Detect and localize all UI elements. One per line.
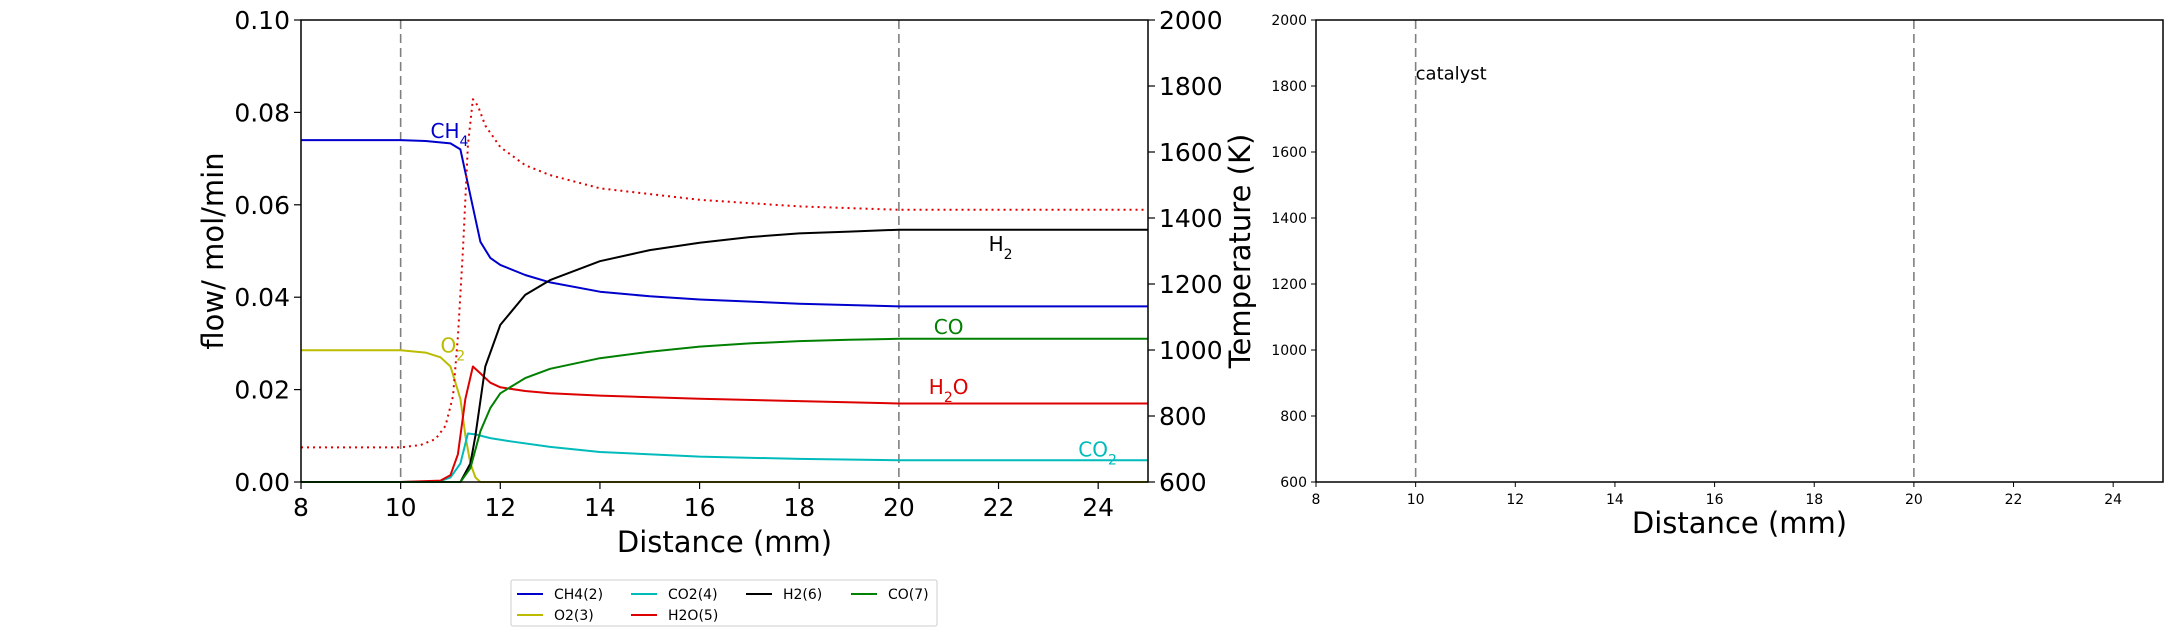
legend: CH4(2) CO2(4) H2(6) CO(7) O2(3) H2O(5) [510,579,938,627]
x-tick-label: 24 [2104,492,2122,508]
y-right-tick-label: 1800 [1159,72,1223,101]
x-tick-label: 10 [385,493,417,522]
legend-label: H2O(5) [668,608,718,624]
y-right-tick-label: 1000 [1159,336,1223,365]
plot-frame [300,19,1149,483]
y-tick-label: 0.08 [234,98,290,127]
x-tick-label: 16 [1706,492,1724,508]
x-tick-label: 14 [584,493,616,522]
y-right-tick-label: 1200 [1159,270,1223,299]
x-tick-label: 12 [484,493,516,522]
x-tick-label: 24 [1082,493,1114,522]
legend-label: CO(7) [888,587,929,603]
y-right-tick-label: 1400 [1159,204,1223,233]
y-tick-label: 0.06 [234,191,290,220]
species-annotation: H2 [989,232,1013,263]
y-tick-label: 1000 [1271,343,1307,359]
x-tick-label: 20 [883,493,915,522]
series-line [301,349,1148,483]
x-tick-label: 14 [1606,492,1624,508]
series-line [301,228,1148,483]
y-tick-label: 1800 [1271,79,1307,95]
x-tick-label: 18 [783,493,815,522]
y-right-tick-label: 800 [1159,402,1207,431]
y-tick-label: 1600 [1271,145,1307,161]
temperature-series-line [301,98,1148,449]
series-line [301,432,1148,483]
y-tick-label: 1200 [1271,277,1307,293]
series-line [301,337,1148,483]
legend-label: CH4(2) [554,587,603,603]
x-tick-label: 22 [983,493,1015,522]
legend-label: CO2(4) [668,587,718,603]
y-right-tick-label: 2000 [1159,6,1223,35]
x-tick-label: 18 [1805,492,1823,508]
y-tick-label: 0.02 [234,376,290,405]
y-right-tick-label: 1600 [1159,138,1223,167]
x-axis-label: Distance (mm) [1632,506,1847,540]
x-tick-label: 12 [1506,492,1524,508]
y-tick-label: 600 [1280,475,1307,491]
y-tick-label: 0.00 [234,468,290,497]
y-tick-label: 2000 [1271,13,1307,29]
y-tick-label: 0.10 [234,6,290,35]
species-annotation: O2 [441,334,466,365]
right-chart-panel: 8 10 12 14 16 18 20 22 24 600 800 1000 1200 1400 1600 1… [1271,13,2164,540]
x-tick-label: 10 [1407,492,1425,508]
species-annotation: CO [934,315,964,339]
y-tick-label: 800 [1280,409,1307,425]
legend-label: O2(3) [554,608,594,624]
x-axis-label: Distance (mm) [617,525,832,559]
catalyst-annotation: catalyst [1416,63,1487,84]
y-tick-label: 1400 [1271,211,1307,227]
y-tick-label: 0.04 [234,283,290,312]
species-annotation: CO2 [1078,438,1117,469]
species-annotation: CH4 [431,119,469,150]
series-line [301,139,1148,308]
y-right-axis-label: Temperature (K) [1223,134,1257,370]
legend-label: H2(6) [783,587,822,603]
series-line [301,365,1148,483]
x-tick-label: 8 [293,493,309,522]
legend-box [510,579,938,627]
y-axis-label: flow/ mol/min [196,152,230,349]
x-tick-label: 16 [684,493,716,522]
left-chart-panel: 8 10 12 14 16 18 20 22 24 0.00 0.02 0.04 0.06 0.08 0.1… [196,6,1257,559]
x-tick-label: 20 [1905,492,1923,508]
plot-frame [1315,19,2164,483]
x-tick-label: 8 [1312,492,1321,508]
species-annotation: H2O [929,375,969,406]
x-tick-label: 22 [2005,492,2023,508]
y-right-tick-label: 600 [1159,468,1207,497]
